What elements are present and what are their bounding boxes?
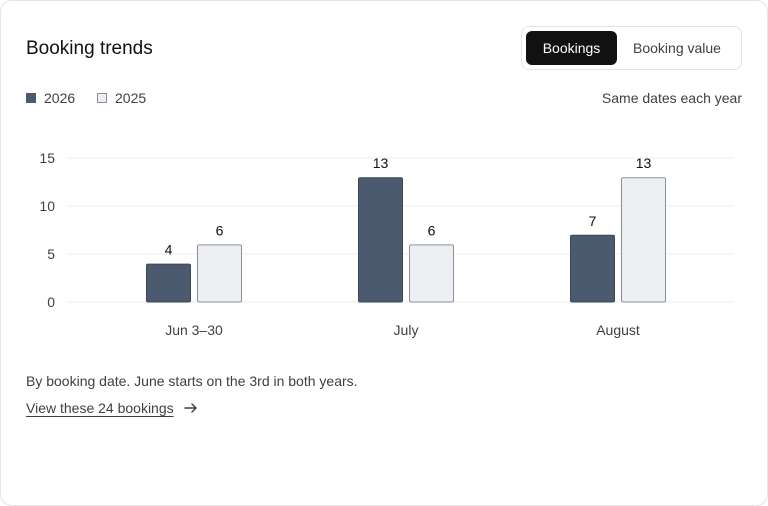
comparison-note: Same dates each year: [601, 90, 742, 106]
y-tick-label-5: 5: [47, 246, 55, 262]
data-label-2026-2: 7: [589, 213, 597, 229]
legend-item-2025: 2025: [97, 89, 146, 107]
data-label-2025-0: 6: [216, 222, 224, 238]
card-title: Booking trends: [26, 38, 153, 59]
bar-2025-0: [197, 244, 242, 303]
x-tick-label-0: Jun 3–30: [165, 322, 223, 338]
bar-2025-1: [409, 244, 454, 303]
legend-label-2025: 2025: [115, 90, 147, 106]
legend-label-2026: 2026: [44, 90, 76, 106]
bar-2026-1: [358, 177, 403, 303]
data-label-2025-1: 6: [428, 222, 436, 238]
y-tick-label-0: 0: [47, 294, 55, 310]
y-tick-label-10: 10: [39, 198, 55, 214]
bar-2026-2: [570, 234, 615, 303]
x-tick-label-1: July: [394, 322, 419, 338]
view-bookings-link[interactable]: View these 24 bookings: [26, 399, 198, 417]
metric-toggle: Bookings Booking value: [521, 26, 742, 70]
data-label-2026-0: 4: [165, 242, 173, 258]
y-tick-label-15: 15: [39, 150, 55, 166]
legend-swatch-2025: [97, 93, 107, 103]
bar-2026-0: [146, 263, 191, 303]
legend-item-2026: 2026: [26, 89, 75, 107]
legend-swatch-2026: [26, 93, 36, 103]
bar-2025-2: [621, 177, 666, 303]
data-label-2026-1: 13: [373, 155, 389, 171]
arrow-right-icon: [183, 401, 198, 415]
chart-footnote: By booking date. June starts on the 3rd …: [26, 373, 358, 389]
data-label-2025-2: 13: [636, 155, 652, 171]
booking-value-toggle-button[interactable]: Booking value: [618, 31, 736, 65]
view-bookings-link-label: View these 24 bookings: [26, 400, 174, 416]
bookings-toggle-button[interactable]: Bookings: [526, 31, 617, 65]
x-tick-label-2: August: [596, 322, 640, 338]
